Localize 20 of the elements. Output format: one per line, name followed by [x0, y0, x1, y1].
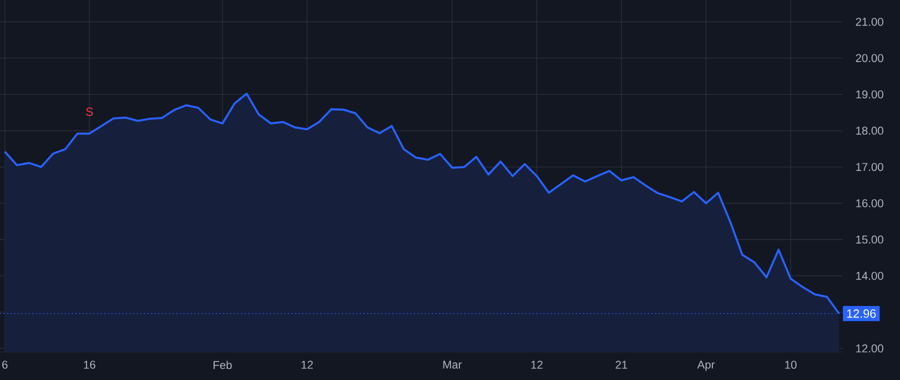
y-tick-label: 15.00 [856, 236, 884, 244]
y-tick-label: 20.00 [856, 54, 884, 62]
x-tick-label: 12 [531, 360, 543, 369]
y-tick-label: 12.00 [856, 344, 884, 352]
x-tick-label: 21 [616, 360, 628, 369]
y-tick-label: 19.00 [856, 90, 884, 98]
x-tick-label: 6 [2, 360, 8, 369]
x-tick-label: Mar [443, 360, 462, 369]
y-tick-label: 18.00 [856, 126, 884, 135]
x-tick-label: Apr [697, 360, 715, 371]
x-tick-label: 16 [84, 360, 96, 369]
x-tick-label: Feb [214, 360, 232, 370]
x-tick-label: 12 [302, 360, 313, 369]
y-tick-label: 21.00 [856, 18, 884, 26]
ref-line-label: 12.96 [847, 309, 876, 318]
y-tick-label: 17.00 [856, 162, 884, 171]
y-tick-label: 16.00 [856, 199, 884, 208]
y-tick-label: 14.00 [856, 272, 884, 280]
x-tick-label: 10 [785, 360, 797, 369]
annotation: S [86, 107, 93, 116]
